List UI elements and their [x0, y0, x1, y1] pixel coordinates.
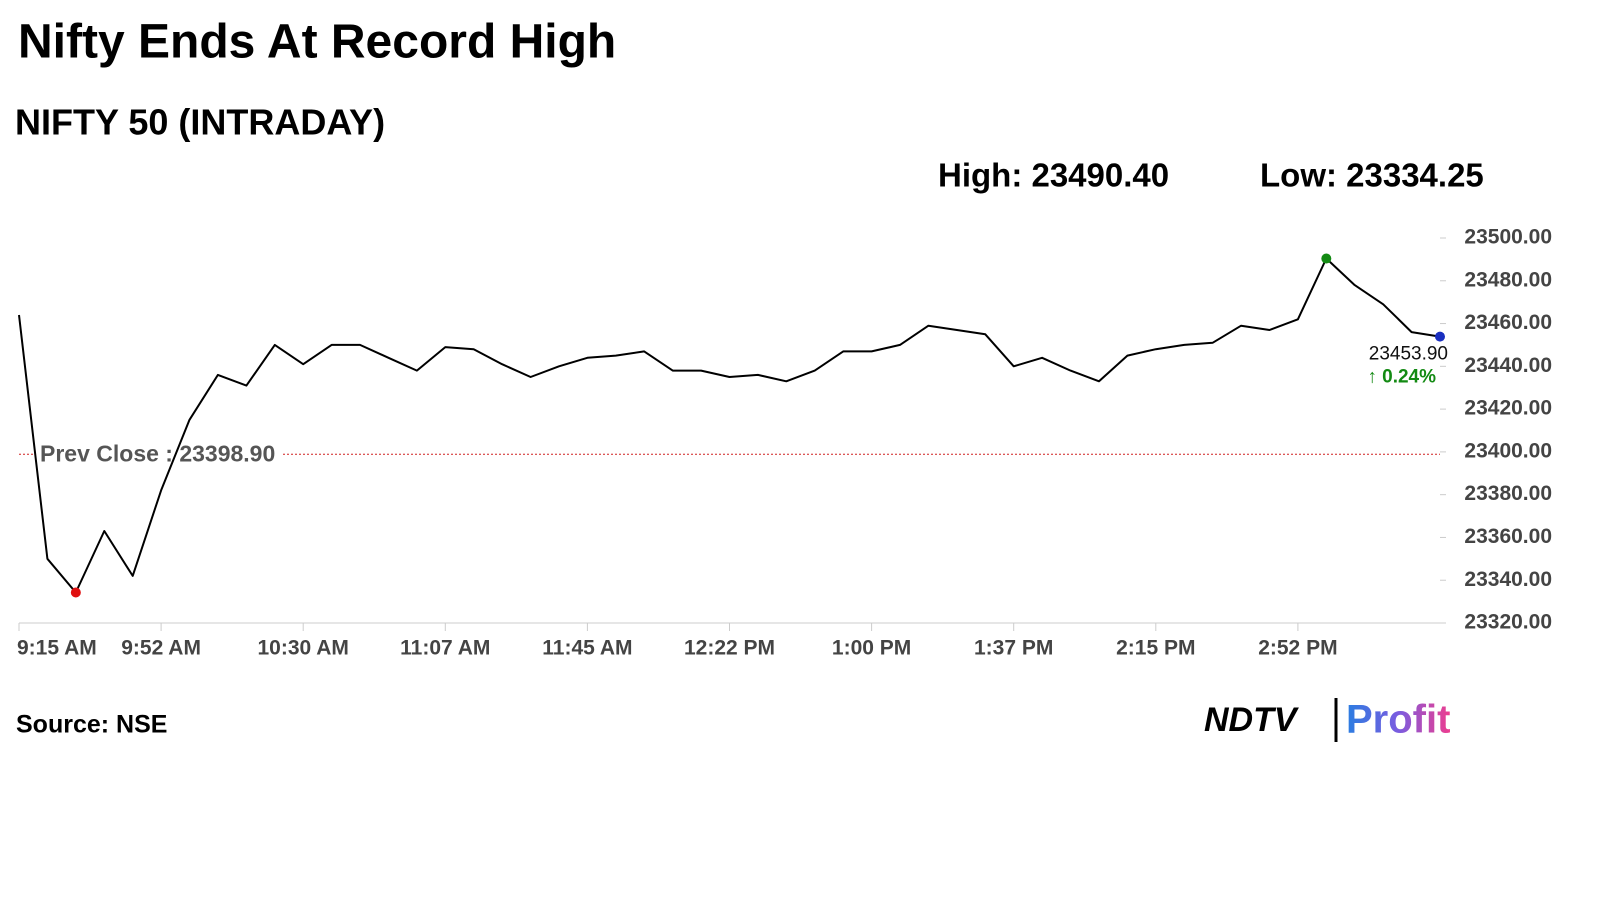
price-line [18, 257, 1441, 594]
source: Source: NSE [16, 711, 167, 739]
prev-close-bg [34, 440, 282, 467]
y-tick-label: 23380.00 [1464, 482, 1552, 505]
brand: NDTV [1204, 701, 1300, 739]
y-tick-label: 23400.00 [1464, 439, 1552, 462]
x-tick-label: 2:15 PM [1116, 637, 1195, 660]
x-tick-label: 9:52 AM [121, 637, 201, 660]
change-label: ↑ 0.24% [1367, 367, 1436, 388]
low-label: Low: 23334.25 [1260, 157, 1484, 194]
chart-subtitle: NIFTY 50 (INTRADAY) [15, 102, 385, 143]
y-tick-label: 23460.00 [1464, 311, 1552, 334]
chart-title: Nifty Ends At Record High [18, 16, 616, 69]
y-tick-label: 23340.00 [1464, 568, 1552, 591]
y-tick-label: 23480.00 [1464, 268, 1552, 291]
y-tick-label: 23500.00 [1464, 226, 1552, 249]
x-tick-label: 11:07 AM [400, 637, 490, 660]
y-tick-label: 23360.00 [1464, 525, 1552, 548]
x-tick-label: 1:37 PM [974, 637, 1053, 660]
low-marker [70, 587, 81, 598]
x-tick-label: 11:45 AM [542, 637, 632, 660]
last-marker [1435, 331, 1445, 342]
x-tick-label: 9:15 AM [17, 637, 97, 660]
y-tick-label: 23440.00 [1464, 354, 1552, 377]
x-tick-label: 1:00 PM [832, 637, 911, 660]
brand-suffix: Profit [1346, 698, 1450, 742]
prev-close-label: Prev Close : 23398.90 [40, 440, 275, 466]
y-tick-label: 23320.00 [1464, 611, 1552, 634]
y-tick-label: 23420.00 [1464, 397, 1552, 420]
x-tick-label: 12:22 PM [684, 637, 775, 660]
high-marker [1321, 253, 1332, 264]
x-tick-label: 2:52 PM [1258, 637, 1337, 660]
x-tick-label: 10:30 AM [257, 637, 348, 660]
last-value-label: 23453.90 [1369, 344, 1448, 365]
high-label: High: 23490.40 [938, 157, 1169, 194]
